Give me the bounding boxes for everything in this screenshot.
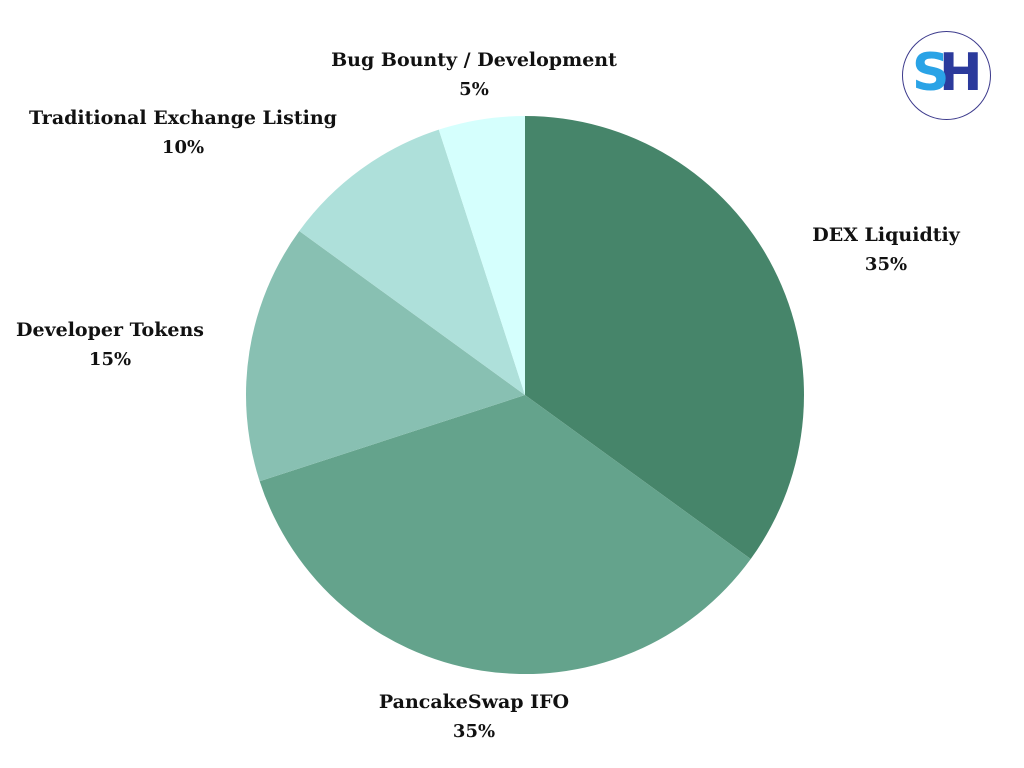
pie-labels: DEX Liquidtiy 35% PancakeSwap IFO 35% Develo… (16, 49, 961, 742)
slice-label: Developer Tokens (16, 319, 204, 341)
slice-label: Bug Bounty / Development (331, 49, 617, 71)
pie-slice-dex-liquidtiy (525, 116, 804, 559)
slice-value-label: 15% (89, 349, 131, 370)
logo-letter-s: S (912, 43, 950, 103)
logo-letter-h: H (939, 43, 983, 103)
pie-slice-bug-bounty-development (438, 116, 525, 395)
slice-label: Traditional Exchange Listing (29, 107, 337, 129)
slice-value-label: 35% (865, 254, 907, 275)
site-logo: S H (902, 31, 991, 120)
slice-value-label: 10% (162, 137, 204, 158)
slice-label: PancakeSwap IFO (379, 691, 569, 713)
slice-value-label: 35% (453, 721, 495, 742)
slice-label: DEX Liquidtiy (812, 224, 960, 246)
slice-value-label: 5% (459, 79, 489, 100)
pie-slices (246, 116, 804, 674)
pie-slice-pancakeswap-ifo (259, 395, 751, 674)
pie-slice-traditional-exchange-listing (299, 129, 525, 396)
pie-slice-developer-tokens (246, 231, 526, 482)
